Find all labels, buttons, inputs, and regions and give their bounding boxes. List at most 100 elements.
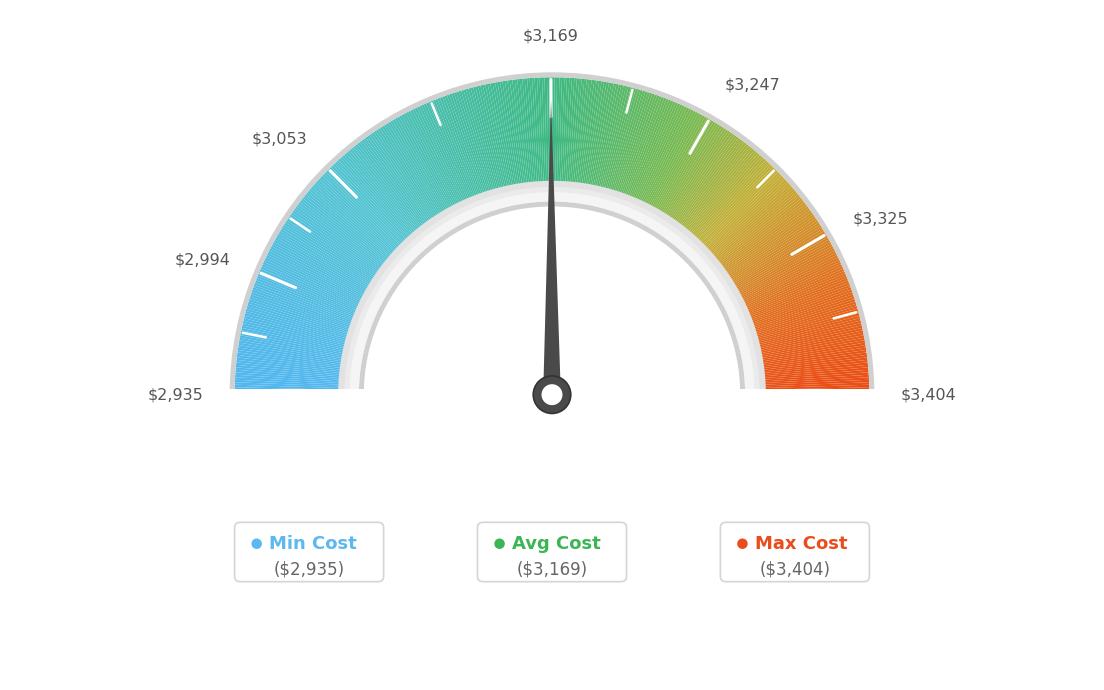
Wedge shape <box>442 96 487 213</box>
Wedge shape <box>235 367 360 380</box>
Wedge shape <box>598 87 630 208</box>
Wedge shape <box>413 108 468 221</box>
Wedge shape <box>505 81 524 204</box>
Wedge shape <box>622 99 669 215</box>
Wedge shape <box>630 104 682 219</box>
Wedge shape <box>731 275 847 324</box>
Wedge shape <box>302 196 401 275</box>
Wedge shape <box>661 134 734 237</box>
Wedge shape <box>629 104 680 218</box>
Bar <box>202 389 902 477</box>
Wedge shape <box>237 350 361 369</box>
Wedge shape <box>633 106 687 220</box>
Wedge shape <box>736 302 856 339</box>
Wedge shape <box>399 115 460 226</box>
Wedge shape <box>410 110 467 222</box>
Wedge shape <box>439 97 485 214</box>
Text: ($2,935): ($2,935) <box>274 561 344 579</box>
Text: $2,935: $2,935 <box>148 387 203 402</box>
Wedge shape <box>375 130 446 234</box>
Wedge shape <box>301 198 401 276</box>
Wedge shape <box>320 175 412 262</box>
Wedge shape <box>275 237 384 300</box>
Wedge shape <box>564 78 574 202</box>
Wedge shape <box>619 97 665 214</box>
Wedge shape <box>464 89 499 209</box>
Wedge shape <box>692 175 784 262</box>
Wedge shape <box>745 375 869 384</box>
Wedge shape <box>474 87 506 208</box>
Wedge shape <box>282 227 389 294</box>
Wedge shape <box>287 218 391 288</box>
Wedge shape <box>625 101 673 216</box>
Wedge shape <box>424 104 475 218</box>
Wedge shape <box>560 77 567 201</box>
Wedge shape <box>740 316 860 348</box>
Wedge shape <box>696 183 790 267</box>
Wedge shape <box>527 78 539 202</box>
Wedge shape <box>241 333 362 359</box>
Wedge shape <box>470 87 503 208</box>
Wedge shape <box>647 118 709 227</box>
Wedge shape <box>267 253 379 310</box>
Wedge shape <box>694 181 788 266</box>
Wedge shape <box>601 87 634 208</box>
Wedge shape <box>295 206 396 281</box>
Wedge shape <box>725 253 837 310</box>
Wedge shape <box>648 119 711 228</box>
Wedge shape <box>428 101 478 217</box>
Wedge shape <box>290 212 394 285</box>
Wedge shape <box>718 231 825 296</box>
Wedge shape <box>417 106 471 220</box>
Text: $3,325: $3,325 <box>853 211 909 226</box>
Wedge shape <box>636 108 691 221</box>
Wedge shape <box>552 77 554 201</box>
Wedge shape <box>697 185 792 268</box>
Wedge shape <box>344 153 426 249</box>
Wedge shape <box>435 99 482 215</box>
Wedge shape <box>235 370 360 381</box>
Wedge shape <box>726 257 839 313</box>
Wedge shape <box>241 328 363 355</box>
Wedge shape <box>235 390 359 393</box>
Wedge shape <box>389 121 454 229</box>
Wedge shape <box>280 229 388 295</box>
Wedge shape <box>602 88 636 208</box>
Wedge shape <box>705 202 806 279</box>
Wedge shape <box>537 77 544 201</box>
Circle shape <box>737 538 747 549</box>
Wedge shape <box>251 294 369 335</box>
Wedge shape <box>668 141 744 241</box>
Wedge shape <box>573 79 590 203</box>
Wedge shape <box>739 313 859 346</box>
Wedge shape <box>236 355 360 372</box>
Wedge shape <box>305 195 402 274</box>
Wedge shape <box>238 340 362 363</box>
Wedge shape <box>259 268 374 319</box>
Wedge shape <box>235 375 359 384</box>
Wedge shape <box>733 282 850 328</box>
Wedge shape <box>236 357 360 373</box>
Wedge shape <box>294 208 395 282</box>
Wedge shape <box>244 316 364 348</box>
Wedge shape <box>485 84 513 206</box>
Wedge shape <box>594 85 624 206</box>
Wedge shape <box>655 126 722 232</box>
Wedge shape <box>556 77 562 201</box>
Wedge shape <box>245 313 365 346</box>
Wedge shape <box>454 92 493 211</box>
Wedge shape <box>745 387 869 392</box>
Wedge shape <box>512 79 529 203</box>
Wedge shape <box>742 337 864 362</box>
Wedge shape <box>737 306 858 342</box>
Wedge shape <box>248 299 368 338</box>
Wedge shape <box>540 77 546 201</box>
Wedge shape <box>309 188 405 270</box>
Wedge shape <box>723 246 834 306</box>
Wedge shape <box>709 210 811 284</box>
Wedge shape <box>269 248 381 307</box>
Wedge shape <box>246 308 367 344</box>
Wedge shape <box>690 172 779 260</box>
Wedge shape <box>298 202 399 279</box>
Wedge shape <box>721 239 830 302</box>
